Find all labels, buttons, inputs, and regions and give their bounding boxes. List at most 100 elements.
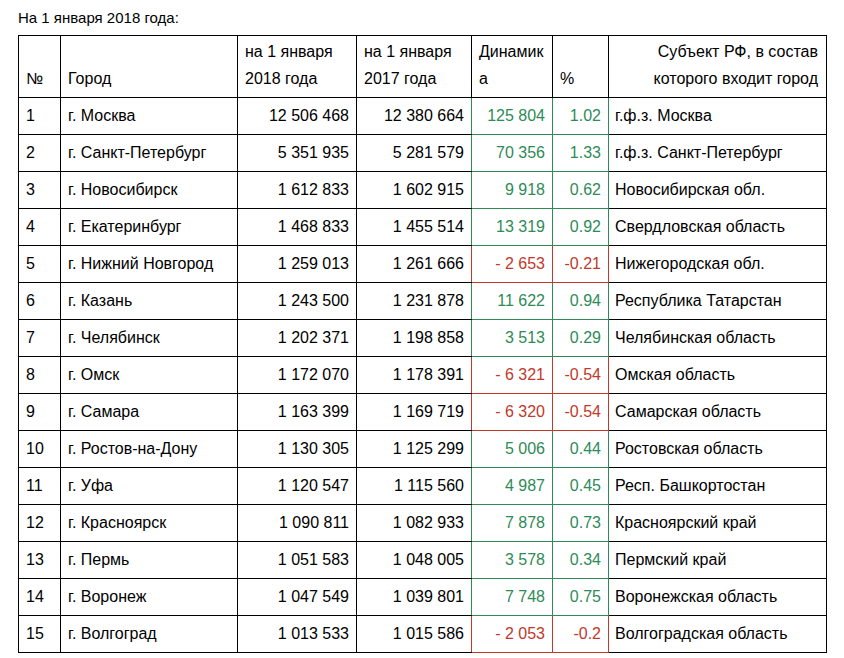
cell-percent: -0.21 — [553, 246, 609, 283]
cell-pop2018: 1 259 013 — [238, 246, 357, 283]
header-dynamics: Динамика — [472, 36, 553, 98]
table-row: 5 г. Нижний Новгород 1 259 013 1 261 666… — [19, 246, 827, 283]
cell-num: 1 — [19, 98, 61, 135]
cell-pop2018: 1 051 583 — [238, 542, 357, 579]
cell-dynamics: 4 987 — [472, 468, 553, 505]
cell-city: г. Казань — [61, 283, 238, 320]
cell-subject: Омская область — [609, 357, 827, 394]
cell-dynamics: - 6 321 — [472, 357, 553, 394]
cell-num: 8 — [19, 357, 61, 394]
cell-pop2018: 1 243 500 — [238, 283, 357, 320]
page-title: На 1 января 2018 года: — [18, 8, 844, 27]
cell-pop2017: 5 281 579 — [357, 135, 472, 172]
cell-pop2018: 1 202 371 — [238, 320, 357, 357]
cell-subject: Респ. Башкортостан — [609, 468, 827, 505]
cell-percent: 0.44 — [553, 431, 609, 468]
cell-percent: 0.45 — [553, 468, 609, 505]
cell-num: 12 — [19, 505, 61, 542]
cell-city: г. Екатеринбург — [61, 209, 238, 246]
table-row: 1 г. Москва 12 506 468 12 380 664 125 80… — [19, 98, 827, 135]
cell-num: 6 — [19, 283, 61, 320]
cell-percent: 0.62 — [553, 172, 609, 209]
cell-subject: Ростовская область — [609, 431, 827, 468]
cell-num: 4 — [19, 209, 61, 246]
cell-num: 15 — [19, 616, 61, 653]
cell-dynamics: - 2 653 — [472, 246, 553, 283]
cell-subject: Республика Татарстан — [609, 283, 827, 320]
cell-dynamics: 70 356 — [472, 135, 553, 172]
cell-subject: Пермский край — [609, 542, 827, 579]
cell-city: г. Санкт-Петербург — [61, 135, 238, 172]
cell-pop2018: 1 090 811 — [238, 505, 357, 542]
cell-subject: Воронежская область — [609, 579, 827, 616]
cell-percent: 1.02 — [553, 98, 609, 135]
cell-percent: 0.94 — [553, 283, 609, 320]
table-row: 14 г. Воронеж 1 047 549 1 039 801 7 748 … — [19, 579, 827, 616]
cell-pop2017: 1 082 933 — [357, 505, 472, 542]
cell-pop2018: 5 351 935 — [238, 135, 357, 172]
cell-subject: Волгоградская область — [609, 616, 827, 653]
cell-num: 9 — [19, 394, 61, 431]
cell-num: 11 — [19, 468, 61, 505]
table-row: 12 г. Красноярск 1 090 811 1 082 933 7 8… — [19, 505, 827, 542]
cell-percent: 0.75 — [553, 579, 609, 616]
cell-pop2018: 1 468 833 — [238, 209, 357, 246]
cell-subject: Новосибирская обл. — [609, 172, 827, 209]
cell-percent: -0.2 — [553, 616, 609, 653]
cell-pop2018: 1 163 399 — [238, 394, 357, 431]
cell-city: г. Ростов-на-Дону — [61, 431, 238, 468]
cell-subject: г.ф.з. Санкт-Петербург — [609, 135, 827, 172]
cell-dynamics: 11 622 — [472, 283, 553, 320]
cell-subject: Самарская область — [609, 394, 827, 431]
cell-pop2018: 1 612 833 — [238, 172, 357, 209]
cell-percent: -0.54 — [553, 394, 609, 431]
cell-city: г. Пермь — [61, 542, 238, 579]
table-row: 8 г. Омск 1 172 070 1 178 391 - 6 321 -0… — [19, 357, 827, 394]
cell-city: г. Уфа — [61, 468, 238, 505]
cell-percent: -0.54 — [553, 357, 609, 394]
table-row: 9 г. Самара 1 163 399 1 169 719 - 6 320 … — [19, 394, 827, 431]
table-body: 1 г. Москва 12 506 468 12 380 664 125 80… — [19, 98, 827, 653]
cell-subject: Красноярский край — [609, 505, 827, 542]
header-city: Город — [61, 36, 238, 98]
header-subject: Субъект РФ, в состав которого входит гор… — [609, 36, 827, 98]
cell-pop2017: 1 231 878 — [357, 283, 472, 320]
cell-pop2017: 1 455 514 — [357, 209, 472, 246]
cell-pop2017: 1 115 560 — [357, 468, 472, 505]
cell-percent: 0.73 — [553, 505, 609, 542]
table-row: 15 г. Волгоград 1 013 533 1 015 586 - 2 … — [19, 616, 827, 653]
cell-pop2017: 1 178 391 — [357, 357, 472, 394]
cell-num: 3 — [19, 172, 61, 209]
cell-num: 7 — [19, 320, 61, 357]
cities-population-table: № Город на 1 января 2018 года на 1 январ… — [18, 35, 827, 653]
table-row: 2 г. Санкт-Петербург 5 351 935 5 281 579… — [19, 135, 827, 172]
cell-num: 10 — [19, 431, 61, 468]
cell-dynamics: 7 748 — [472, 579, 553, 616]
table-row: 4 г. Екатеринбург 1 468 833 1 455 514 13… — [19, 209, 827, 246]
table-row: 13 г. Пермь 1 051 583 1 048 005 3 578 0.… — [19, 542, 827, 579]
cell-pop2018: 12 506 468 — [238, 98, 357, 135]
cell-pop2017: 1 169 719 — [357, 394, 472, 431]
cell-dynamics: 5 006 — [472, 431, 553, 468]
table-row: 11 г. Уфа 1 120 547 1 115 560 4 987 0.45… — [19, 468, 827, 505]
cell-percent: 0.29 — [553, 320, 609, 357]
cell-dynamics: 125 804 — [472, 98, 553, 135]
cell-subject: г.ф.з. Москва — [609, 98, 827, 135]
cell-num: 2 — [19, 135, 61, 172]
cell-pop2018: 1 130 305 — [238, 431, 357, 468]
cell-city: г. Челябинск — [61, 320, 238, 357]
header-row: № Город на 1 января 2018 года на 1 январ… — [19, 36, 827, 98]
cell-subject: Нижегородская обл. — [609, 246, 827, 283]
cell-dynamics: 13 319 — [472, 209, 553, 246]
header-percent: % — [553, 36, 609, 98]
cell-city: г. Красноярск — [61, 505, 238, 542]
cell-percent: 0.34 — [553, 542, 609, 579]
cell-dynamics: - 2 053 — [472, 616, 553, 653]
cell-city: г. Нижний Новгород — [61, 246, 238, 283]
cell-dynamics: 7 878 — [472, 505, 553, 542]
cell-city: г. Воронеж — [61, 579, 238, 616]
cell-percent: 0.92 — [553, 209, 609, 246]
cell-city: г. Самара — [61, 394, 238, 431]
cell-pop2017: 1 048 005 — [357, 542, 472, 579]
cell-city: г. Омск — [61, 357, 238, 394]
